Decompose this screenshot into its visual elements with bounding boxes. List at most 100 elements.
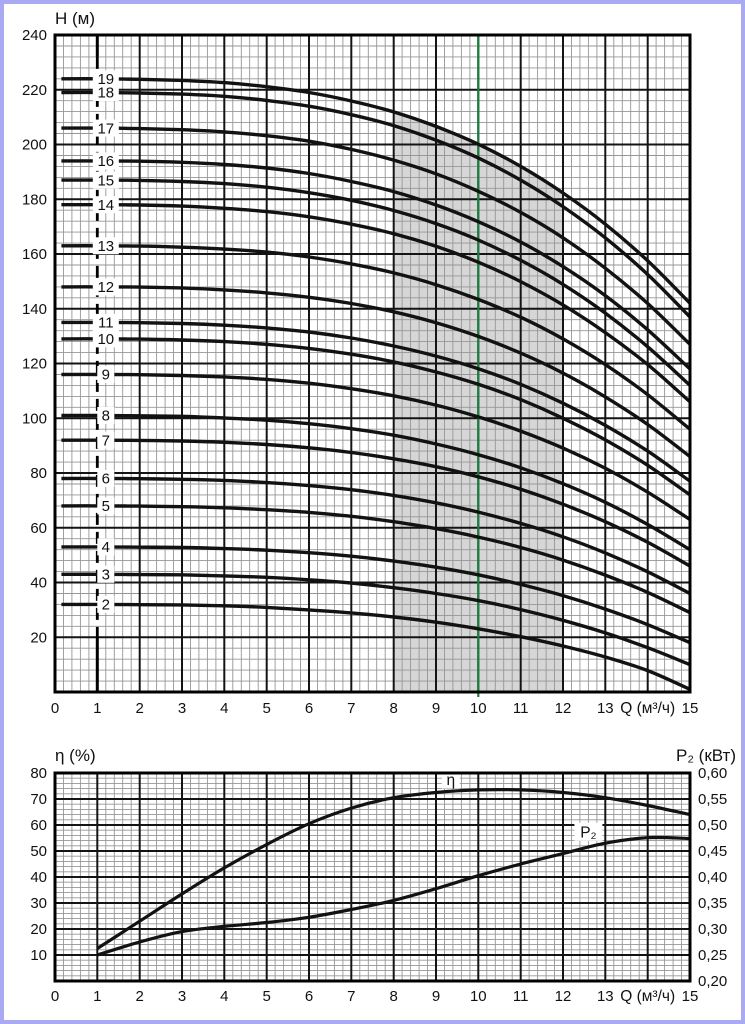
efficiency-tick-label: 30 bbox=[30, 895, 47, 912]
head-chart: 1918171615141312111098765432240220200180… bbox=[22, 27, 698, 717]
head-x-tick-label: 1 bbox=[93, 700, 101, 717]
curve-label: 3 bbox=[102, 567, 110, 584]
efficiency-tick-label: 50 bbox=[30, 843, 47, 860]
bottom-x-tick-label: 10 bbox=[470, 988, 487, 1005]
head-curve-15 bbox=[61, 178, 692, 387]
efficiency-power-chart: ηP₂80706050403020100,600,550,500,450,400… bbox=[30, 765, 727, 1005]
head-y-tick-label: 240 bbox=[22, 27, 47, 44]
bottom-x-tick-label: 13 bbox=[597, 988, 614, 1005]
power-tick-label: 0,45 bbox=[698, 843, 727, 860]
head-axis-title: Н (м) bbox=[55, 9, 96, 28]
curve-label: 7 bbox=[102, 432, 110, 449]
bottom-x-tick-label: 12 bbox=[555, 988, 572, 1005]
efficiency-axis-title: η (%) bbox=[55, 746, 96, 765]
head-curve-13 bbox=[61, 244, 692, 431]
head-x-tick-label: 13 bbox=[597, 700, 614, 717]
bottom-x-tick-label: 5 bbox=[263, 988, 271, 1005]
head-curve-8 bbox=[61, 413, 691, 552]
head-curve-5 bbox=[61, 504, 691, 615]
curve-label-bg bbox=[97, 366, 115, 383]
bottom-x-tick-label: 3 bbox=[178, 988, 186, 1005]
curve-label-bg bbox=[97, 407, 115, 424]
curve-label-bg bbox=[92, 196, 119, 214]
bottom-x-tick-label: 8 bbox=[390, 988, 398, 1005]
power-curve-label: P₂ bbox=[580, 824, 596, 841]
power-curve bbox=[96, 835, 691, 957]
head-curve-6 bbox=[61, 476, 691, 596]
curve-label: 12 bbox=[97, 279, 114, 296]
curve-label-bg bbox=[441, 770, 460, 789]
curve-label: 11 bbox=[98, 315, 114, 332]
bottom-x-tick-label: 2 bbox=[136, 988, 144, 1005]
bottom-x-tick-label: 0 bbox=[51, 988, 59, 1005]
head-x-tick-label: 8 bbox=[390, 700, 398, 717]
curve-label-bg bbox=[92, 84, 119, 101]
head-x-tick-label: 5 bbox=[263, 700, 271, 717]
bottom-x-tick-label: 6 bbox=[305, 988, 313, 1005]
curve-label-bg bbox=[92, 237, 119, 255]
curve-label: 17 bbox=[97, 120, 114, 137]
head-curve-9 bbox=[61, 372, 691, 521]
head-x-tick-label: 2 bbox=[136, 700, 144, 717]
curve-label: 18 bbox=[97, 85, 114, 102]
head-curve-17 bbox=[61, 126, 692, 346]
curve-label-bg bbox=[97, 538, 115, 556]
curve-label: 16 bbox=[97, 153, 114, 170]
head-x-tick-label: 6 bbox=[305, 700, 313, 717]
head-y-tick-label: 160 bbox=[22, 246, 47, 263]
head-y-tick-label: 80 bbox=[30, 465, 47, 482]
efficiency-tick-label: 80 bbox=[30, 765, 47, 782]
head-x-tick-label: 15 bbox=[682, 700, 699, 717]
power-tick-label: 0,60 bbox=[698, 765, 727, 782]
curve-label: 13 bbox=[97, 238, 114, 255]
curve-label: 5 bbox=[102, 498, 110, 515]
efficiency-tick-label: 40 bbox=[30, 869, 47, 886]
head-x-tick-label: 12 bbox=[555, 700, 572, 717]
head-x-tick-label: 11 bbox=[513, 700, 529, 717]
efficiency-curve-label: η bbox=[446, 772, 455, 789]
power-tick-label: 0,25 bbox=[698, 947, 727, 964]
head-y-tick-label: 100 bbox=[22, 410, 47, 427]
curve-label-bg bbox=[97, 595, 115, 613]
head-curve-10 bbox=[61, 337, 691, 497]
curve-label: 15 bbox=[97, 172, 114, 189]
curve-label: 6 bbox=[102, 471, 110, 488]
head-curve-2 bbox=[61, 602, 691, 691]
plot-frame bbox=[53, 771, 692, 983]
head-y-tick-label: 180 bbox=[22, 191, 47, 208]
power-tick-label: 0,40 bbox=[698, 869, 727, 886]
curve-label-bg bbox=[92, 278, 119, 296]
head-x-tick-label: 3 bbox=[178, 700, 186, 717]
head-y-tick-label: 220 bbox=[22, 82, 47, 99]
head-curve-12 bbox=[61, 285, 692, 458]
head-x-tick-label: 10 bbox=[470, 700, 487, 717]
charts-canvas: 1918171615141312111098765432240220200180… bbox=[22, 27, 727, 1005]
bottom-x-tick-label: 15 bbox=[682, 988, 699, 1005]
curve-label-bg bbox=[92, 171, 119, 189]
power-axis-title: P₂ (кВт) bbox=[676, 746, 736, 765]
head-curve-11 bbox=[61, 320, 691, 483]
curve-label: 2 bbox=[102, 597, 110, 614]
curve-label-bg bbox=[92, 70, 119, 88]
efficiency-tick-label: 20 bbox=[30, 921, 47, 938]
curve-label-bg bbox=[92, 313, 119, 331]
bottom-x-tick-label: 11 bbox=[513, 988, 529, 1005]
curve-label-bg bbox=[92, 330, 119, 348]
bottom-x-tick-label: 1 bbox=[93, 988, 101, 1005]
head-y-tick-label: 120 bbox=[22, 356, 47, 373]
curve-label-bg bbox=[97, 470, 115, 487]
curve-label-bg bbox=[97, 497, 115, 515]
curve-label: 10 bbox=[97, 331, 114, 348]
head-y-tick-label: 200 bbox=[22, 137, 47, 154]
efficiency-tick-label: 60 bbox=[30, 817, 47, 834]
efficiency-tick-label: 10 bbox=[30, 947, 47, 964]
power-tick-label: 0,55 bbox=[698, 791, 727, 808]
head-y-tick-label: 40 bbox=[30, 575, 47, 592]
efficiency-tick-label: 70 bbox=[30, 791, 47, 808]
curve-label: 19 bbox=[97, 71, 114, 88]
bottom-x-axis-unit-label: Q (м³/ч) bbox=[620, 988, 675, 1005]
power-tick-label: 0,20 bbox=[698, 973, 727, 990]
head-curve-3 bbox=[61, 572, 691, 667]
head-x-axis-unit-label: Q (м³/ч) bbox=[620, 700, 675, 717]
